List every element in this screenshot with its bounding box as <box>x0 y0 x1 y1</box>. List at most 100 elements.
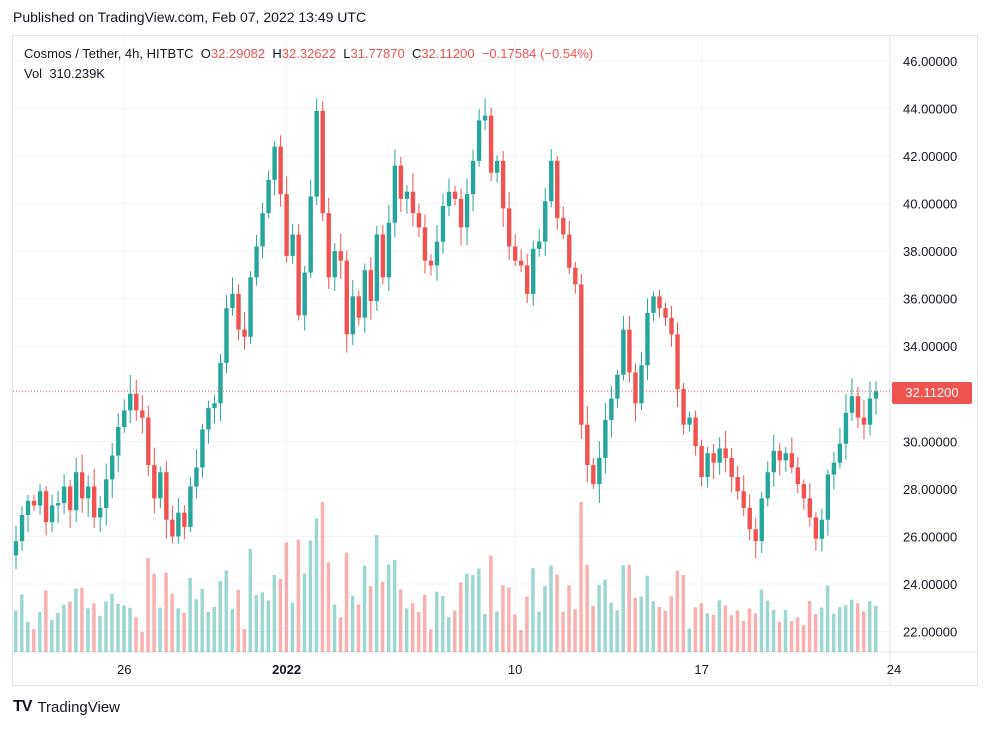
volume-bar <box>74 588 78 652</box>
volume-bar <box>434 591 439 652</box>
volume-bar <box>92 603 96 652</box>
volume-bar <box>825 585 830 652</box>
candle-body <box>621 329 626 375</box>
volume-bar <box>26 621 30 652</box>
candle-body <box>753 529 758 542</box>
candle-body <box>813 517 819 539</box>
chart-frame[interactable] <box>12 35 978 686</box>
candle-body <box>735 476 740 492</box>
volume-bar <box>428 629 433 652</box>
candle-body <box>104 479 109 508</box>
candle-body <box>500 160 506 209</box>
candle-body <box>825 474 831 520</box>
volume-bar <box>386 564 391 652</box>
volume-bar <box>326 562 331 652</box>
volume-bar <box>404 608 409 652</box>
candle-body <box>591 465 596 485</box>
candle-body <box>561 217 566 235</box>
candle-body <box>110 455 115 480</box>
candle-body <box>675 334 680 390</box>
volume-bar <box>669 596 674 652</box>
volume-bar <box>621 565 625 652</box>
candle-body <box>555 160 560 218</box>
candle-body <box>206 408 211 430</box>
candle-body <box>717 448 722 463</box>
candle-body <box>518 260 524 266</box>
candle-body <box>693 417 698 447</box>
volume-bar <box>837 607 842 652</box>
candle-body <box>476 120 482 161</box>
volume-bar <box>308 540 313 652</box>
volume-bar <box>86 608 90 652</box>
y-tick-label: 22.00000 <box>903 624 957 639</box>
high-label: H <box>272 46 282 61</box>
volume-bar <box>80 587 84 652</box>
candle-body <box>91 486 97 518</box>
volume-bar <box>813 614 818 652</box>
published-caption: Published on TradingView.com, Feb 07, 20… <box>13 9 367 25</box>
volume-bar <box>374 534 379 652</box>
volume-bar <box>104 601 108 652</box>
volume-bar <box>495 611 499 652</box>
volume-bar <box>194 599 198 652</box>
ohlc-legend: Cosmos / Tether, 4h, HITBTC O32.29082 H3… <box>24 46 593 61</box>
volume-bar <box>483 613 487 652</box>
volume-legend: Vol 310.239K <box>24 66 105 81</box>
volume-bar <box>567 585 571 652</box>
volume-bar <box>537 611 541 652</box>
volume-bar <box>98 615 102 652</box>
candle-body <box>603 419 608 458</box>
volume-bar <box>224 570 228 652</box>
candle-body <box>236 293 241 330</box>
candle-body <box>723 448 728 458</box>
footer-brand[interactable]: TV TradingView <box>13 698 120 716</box>
volume-bar <box>362 565 367 652</box>
volume-bar <box>410 603 415 652</box>
volume-bar <box>56 612 60 652</box>
volume-bar <box>422 594 427 652</box>
candle-body <box>344 260 349 335</box>
candle-body <box>37 491 43 506</box>
candle-body <box>765 472 770 499</box>
candle-body <box>464 194 470 228</box>
volume-bar <box>627 564 631 652</box>
candle-body <box>783 453 788 461</box>
change-value: −0.17584 (−0.54%) <box>481 46 594 61</box>
volume-bar <box>212 606 216 652</box>
candle-body <box>428 260 434 266</box>
volume-bar <box>296 539 301 652</box>
symbol-label[interactable]: Cosmos / Tether, 4h, HITBTC <box>24 46 194 61</box>
candle-body <box>759 498 764 542</box>
candle-body <box>152 465 157 499</box>
candle-body <box>410 191 416 214</box>
volume-bar <box>62 604 66 652</box>
candle-body <box>332 251 337 278</box>
volume-bar <box>663 610 668 652</box>
candle-body <box>849 396 855 413</box>
y-tick-label: 36.00000 <box>903 292 957 307</box>
volume-bar <box>266 600 271 652</box>
candle-body <box>386 222 392 278</box>
candle-body <box>176 512 181 537</box>
volume-bar <box>332 604 337 652</box>
volume-bar <box>416 612 421 652</box>
volume-bar <box>765 600 770 652</box>
candle-body <box>200 429 205 468</box>
candle-body <box>506 208 512 247</box>
candle-body <box>488 115 494 173</box>
volume-bar <box>152 573 156 652</box>
volume-bar <box>350 595 355 652</box>
candle-body <box>543 201 548 242</box>
volume-bar <box>615 610 619 652</box>
volume-bar <box>278 578 283 652</box>
volume-bar <box>585 564 589 652</box>
candle-body <box>188 486 193 527</box>
volume-bar <box>777 621 782 652</box>
volume-bar <box>447 617 451 652</box>
candle-body <box>218 362 223 404</box>
candle-body <box>699 446 704 477</box>
volume-bar <box>861 611 866 652</box>
volume-bar <box>440 596 445 652</box>
candle-body <box>422 227 428 261</box>
